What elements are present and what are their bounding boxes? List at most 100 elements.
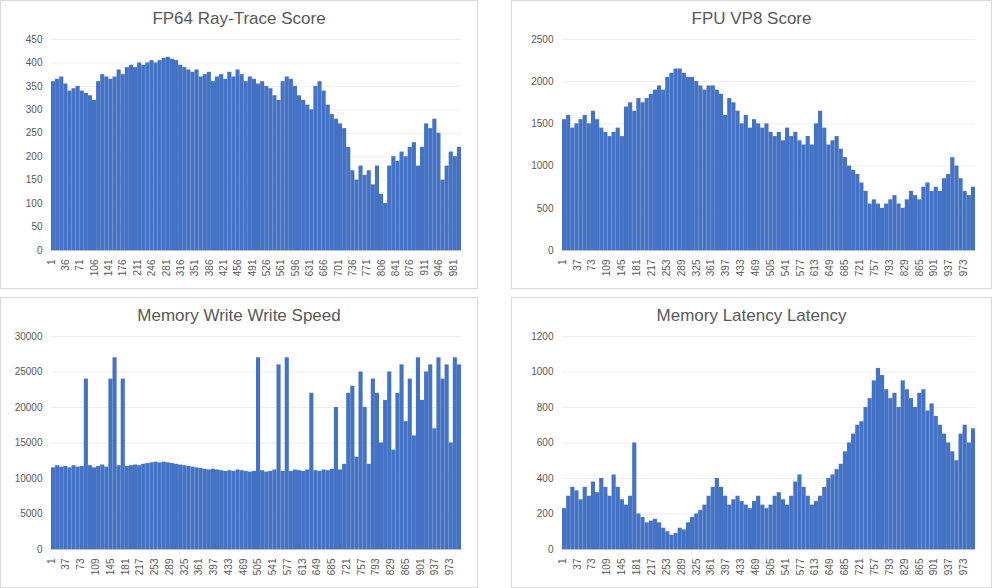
svg-text:397: 397 <box>720 558 731 575</box>
svg-text:613: 613 <box>297 558 308 575</box>
svg-text:937: 937 <box>943 558 954 575</box>
svg-text:106: 106 <box>89 259 100 276</box>
svg-text:865: 865 <box>914 558 925 575</box>
svg-text:246: 246 <box>146 259 157 276</box>
svg-text:15000: 15000 <box>15 437 43 448</box>
svg-text:721: 721 <box>854 259 865 276</box>
svg-text:757: 757 <box>869 558 880 575</box>
svg-text:25000: 25000 <box>15 366 43 377</box>
svg-text:865: 865 <box>400 558 411 575</box>
svg-text:109: 109 <box>601 558 612 575</box>
svg-text:350: 350 <box>26 81 43 92</box>
svg-text:1: 1 <box>557 259 568 265</box>
svg-text:253: 253 <box>149 558 160 575</box>
svg-text:109: 109 <box>90 558 101 575</box>
svg-text:946: 946 <box>433 259 444 276</box>
svg-text:289: 289 <box>676 558 687 575</box>
svg-text:73: 73 <box>586 558 597 570</box>
svg-text:433: 433 <box>735 558 746 575</box>
svg-text:1000: 1000 <box>531 366 554 377</box>
svg-text:526: 526 <box>261 259 272 276</box>
svg-text:685: 685 <box>839 558 850 575</box>
svg-text:701: 701 <box>333 259 344 276</box>
svg-text:289: 289 <box>676 259 687 276</box>
svg-text:500: 500 <box>537 203 554 214</box>
svg-text:37: 37 <box>572 558 583 570</box>
svg-text:217: 217 <box>134 558 145 575</box>
svg-text:361: 361 <box>705 259 716 276</box>
svg-text:361: 361 <box>193 558 204 575</box>
svg-text:400: 400 <box>537 473 554 484</box>
svg-text:0: 0 <box>37 245 43 256</box>
svg-text:181: 181 <box>120 558 131 575</box>
svg-text:901: 901 <box>415 558 426 575</box>
svg-text:109: 109 <box>601 259 612 276</box>
svg-text:757: 757 <box>869 259 880 276</box>
svg-text:577: 577 <box>795 558 806 575</box>
svg-text:981: 981 <box>448 259 459 276</box>
svg-text:141: 141 <box>103 259 114 276</box>
svg-text:771: 771 <box>361 259 372 276</box>
svg-text:793: 793 <box>370 558 381 575</box>
svg-text:2500: 2500 <box>531 34 554 45</box>
svg-text:73: 73 <box>586 259 597 271</box>
svg-text:865: 865 <box>914 259 925 276</box>
svg-text:5000: 5000 <box>20 508 43 519</box>
svg-text:666: 666 <box>318 259 329 276</box>
svg-text:0: 0 <box>37 544 43 555</box>
svg-text:973: 973 <box>958 558 969 575</box>
svg-text:973: 973 <box>444 558 455 575</box>
svg-text:316: 316 <box>175 259 186 276</box>
svg-text:721: 721 <box>341 558 352 575</box>
svg-text:541: 541 <box>780 558 791 575</box>
svg-text:649: 649 <box>311 558 322 575</box>
svg-text:71: 71 <box>74 259 85 271</box>
svg-text:911: 911 <box>419 259 430 275</box>
svg-text:433: 433 <box>223 558 234 575</box>
svg-text:1500: 1500 <box>531 118 554 129</box>
svg-text:181: 181 <box>631 259 642 276</box>
svg-text:20000: 20000 <box>15 402 43 413</box>
svg-text:300: 300 <box>26 104 43 115</box>
svg-text:100: 100 <box>26 198 43 209</box>
svg-text:541: 541 <box>267 558 278 575</box>
svg-text:150: 150 <box>26 174 43 185</box>
svg-text:800: 800 <box>537 402 554 413</box>
svg-text:0: 0 <box>548 245 554 256</box>
svg-text:36: 36 <box>60 259 71 271</box>
svg-text:806: 806 <box>376 259 387 276</box>
svg-text:561: 561 <box>275 259 286 276</box>
svg-text:386: 386 <box>204 259 215 276</box>
svg-text:325: 325 <box>179 558 190 575</box>
svg-text:613: 613 <box>809 558 820 575</box>
svg-text:253: 253 <box>661 259 672 276</box>
svg-text:876: 876 <box>404 259 415 276</box>
svg-text:505: 505 <box>765 259 776 276</box>
svg-text:600: 600 <box>537 437 554 448</box>
svg-text:577: 577 <box>282 558 293 575</box>
svg-text:613: 613 <box>809 259 820 276</box>
svg-text:351: 351 <box>189 259 200 276</box>
svg-text:37: 37 <box>60 558 71 570</box>
svg-text:469: 469 <box>750 558 761 575</box>
svg-text:469: 469 <box>750 259 761 276</box>
svg-text:901: 901 <box>928 558 939 575</box>
svg-text:937: 937 <box>943 259 954 276</box>
svg-text:397: 397 <box>720 259 731 276</box>
svg-text:1: 1 <box>557 558 568 564</box>
svg-text:1: 1 <box>46 259 57 265</box>
svg-text:325: 325 <box>691 259 702 276</box>
svg-text:1: 1 <box>46 558 57 564</box>
svg-text:793: 793 <box>884 259 895 276</box>
svg-text:829: 829 <box>899 558 910 575</box>
svg-text:736: 736 <box>347 259 358 276</box>
svg-text:793: 793 <box>884 558 895 575</box>
svg-text:200: 200 <box>537 508 554 519</box>
svg-text:145: 145 <box>616 259 627 276</box>
svg-text:1200: 1200 <box>531 331 554 342</box>
svg-text:685: 685 <box>326 558 337 575</box>
svg-text:841: 841 <box>390 259 401 276</box>
svg-text:757: 757 <box>356 558 367 575</box>
svg-text:721: 721 <box>854 558 865 575</box>
svg-text:1000: 1000 <box>531 160 554 171</box>
